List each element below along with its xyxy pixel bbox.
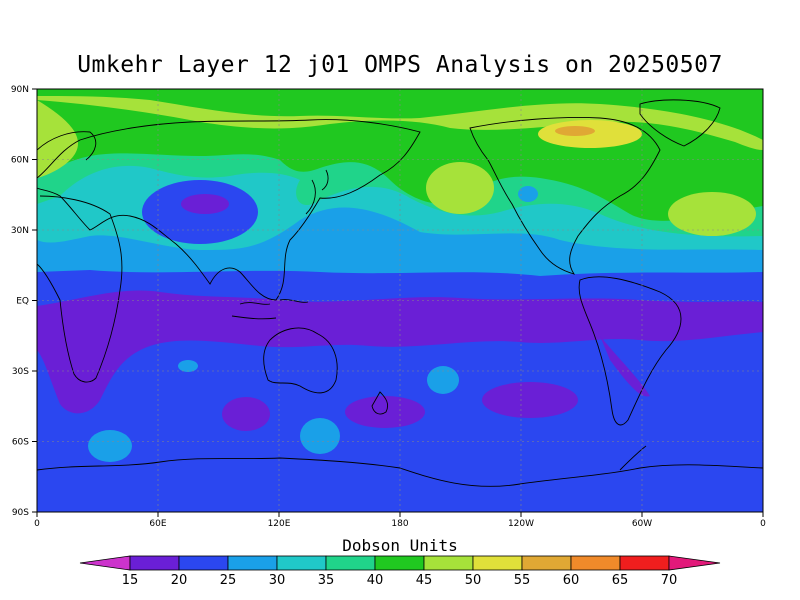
colorbar-title: Dobson Units — [342, 536, 458, 555]
field-band-20-tropics — [37, 290, 763, 414]
lat-tick-label: 30S — [12, 367, 29, 377]
lon-tick-label: 180 — [391, 519, 408, 529]
colorbar-segment — [178, 555, 229, 571]
axis-ticks — [32, 88, 764, 517]
colorbar-label: 20 — [171, 573, 188, 588]
gridlines — [37, 89, 763, 512]
colorbar-label: 55 — [514, 573, 531, 588]
colorbar: 15 20 25 30 35 40 45 50 55 60 65 70 — [79, 555, 721, 588]
lon-tick-label: 0 — [34, 519, 40, 529]
lat-tick-label: 90S — [12, 508, 29, 518]
field-blob-30-b — [300, 418, 340, 454]
colorbar-segment — [619, 555, 670, 571]
lon-tick-label: 0 — [760, 519, 766, 529]
lat-tick-label: 60N — [11, 156, 29, 166]
field-blob-50-pacific — [426, 162, 494, 214]
lon-tick-labels: 0 60E 120E 180 120W 60W 0 — [34, 519, 766, 529]
field-blob-30-c — [88, 430, 132, 462]
colorbar-segment — [276, 555, 327, 571]
colorbar-segment — [227, 555, 278, 571]
field-max-60 — [555, 126, 595, 136]
field-blob-20-b — [345, 396, 425, 428]
coastlines — [37, 99, 763, 487]
chart-title: Umkehr Layer 12 j01 OMPS Analysis on 202… — [77, 52, 723, 78]
lat-tick-label: 90N — [11, 85, 29, 95]
lat-tick-label: 60S — [12, 438, 29, 448]
lon-tick-label: 60W — [632, 519, 652, 529]
colorbar-segment — [129, 555, 180, 571]
colorbar-segment — [472, 555, 523, 571]
lat-tick-label: 30N — [11, 226, 29, 236]
lat-tick-labels: 90N 60N 30N EQ 30S 60S 90S — [11, 85, 29, 518]
colorbar-segment — [423, 555, 474, 571]
field-blob-20-c — [482, 382, 578, 418]
colorbar-label: 50 — [465, 573, 482, 588]
colorbar-label: 70 — [661, 573, 678, 588]
colorbar-label: 40 — [367, 573, 384, 588]
colorbar-segment — [374, 555, 425, 571]
lon-tick-label: 120W — [508, 519, 534, 529]
colorbar-label: 45 — [416, 573, 433, 588]
colorbar-arrow-low — [79, 555, 131, 571]
lat-tick-label: EQ — [16, 297, 29, 307]
lon-tick-label: 60E — [149, 519, 166, 529]
colorbar-arrow-high — [668, 555, 721, 571]
colorbar-segment — [521, 555, 572, 571]
colorbar-label: 35 — [318, 573, 335, 588]
colorbar-segment — [325, 555, 376, 571]
colorbar-label: 65 — [612, 573, 629, 588]
field-blob-20-a — [222, 397, 270, 431]
colorbar-segment — [570, 555, 621, 571]
colorbar-label: 60 — [563, 573, 580, 588]
field-blob-50-atlantic — [668, 192, 756, 236]
colorbar-label: 25 — [220, 573, 237, 588]
colorbar-label: 15 — [122, 573, 139, 588]
field-blob-30-a — [427, 366, 459, 394]
colorbar-label: 30 — [269, 573, 286, 588]
lon-tick-label: 120E — [268, 519, 291, 529]
field-band-50-north — [37, 96, 763, 150]
